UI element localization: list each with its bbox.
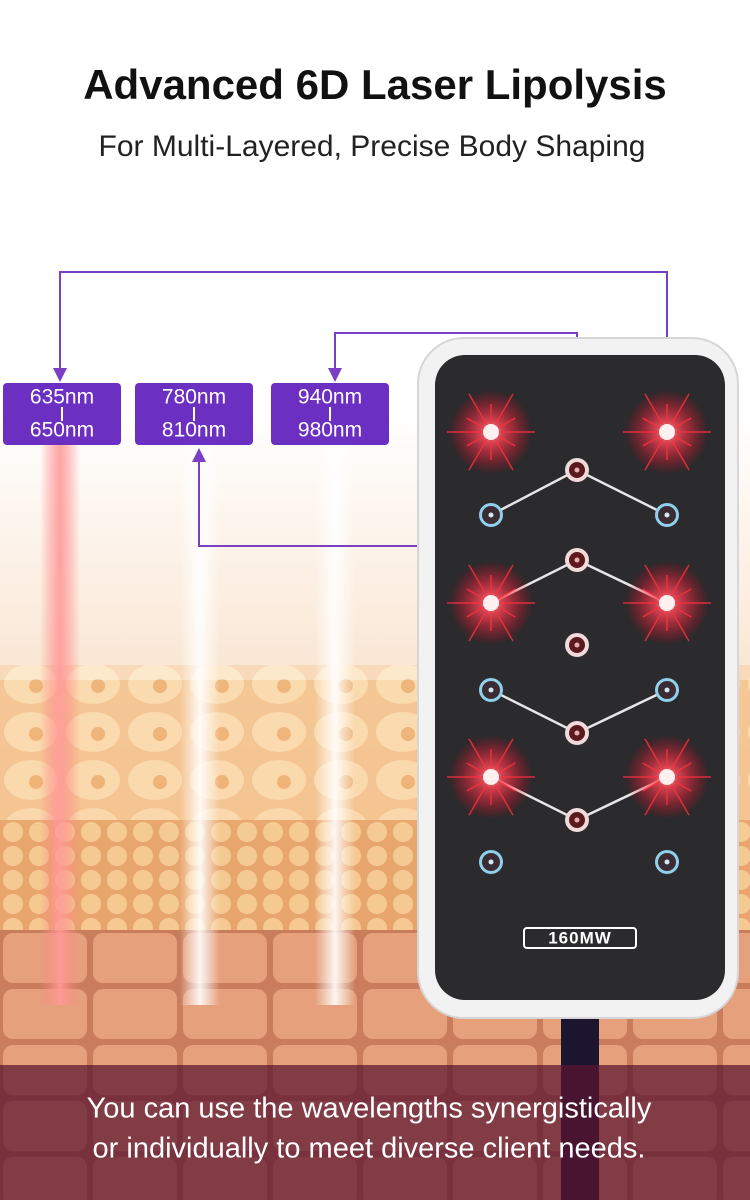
- arrow: [192, 448, 206, 462]
- led-spot: [574, 730, 580, 736]
- wavelength-bottom: 980nm: [298, 419, 362, 442]
- arrow: [328, 368, 342, 382]
- wavelength-bottom: 650nm: [30, 419, 94, 442]
- led-spot: [488, 859, 494, 865]
- red-led: [483, 424, 499, 440]
- red-led: [483, 769, 499, 785]
- wavelength-box: 780nm 810nm: [135, 383, 253, 445]
- wavelength-bottom: 810nm: [162, 419, 226, 442]
- wavelength-top: 635nm: [30, 386, 94, 409]
- wavelength-top: 780nm: [162, 386, 226, 409]
- subtitle: For Multi-Layered, Precise Body Shaping: [99, 130, 646, 163]
- led-spot: [574, 467, 580, 473]
- device-panel: [435, 355, 725, 1000]
- led-spot: [664, 687, 670, 693]
- beam: [315, 445, 355, 1005]
- arrow: [53, 368, 67, 382]
- label-frame: [523, 927, 637, 949]
- caption-line: or individually to meet diverse client n…: [93, 1133, 646, 1165]
- caption-band: [0, 1065, 750, 1200]
- leds: [447, 390, 711, 874]
- led-spot: [574, 557, 580, 563]
- title: Advanced 6D Laser Lipolysis: [83, 61, 667, 108]
- red-led: [483, 595, 499, 611]
- led-spot: [574, 817, 580, 823]
- wavelength-box: 635nm 650nm: [3, 383, 121, 445]
- wavelength-top: 940nm: [298, 386, 362, 409]
- led-spot: [488, 687, 494, 693]
- red-led: [659, 595, 675, 611]
- power-label: 160MW: [548, 928, 612, 947]
- red-led: [659, 424, 675, 440]
- arrows: [53, 368, 342, 462]
- led-spot: [664, 512, 670, 518]
- wavelength-box: 940nm 980nm: [271, 383, 389, 445]
- led-spot: [664, 859, 670, 865]
- wavelength-labels: 635nm 650nm 780nm 810nm 940nm 980nm: [3, 383, 389, 445]
- led-spot: [488, 512, 494, 518]
- red-led: [659, 769, 675, 785]
- caption-line: You can use the wavelengths synergistica…: [87, 1093, 652, 1125]
- led-spot: [574, 642, 580, 648]
- beam: [40, 445, 80, 1005]
